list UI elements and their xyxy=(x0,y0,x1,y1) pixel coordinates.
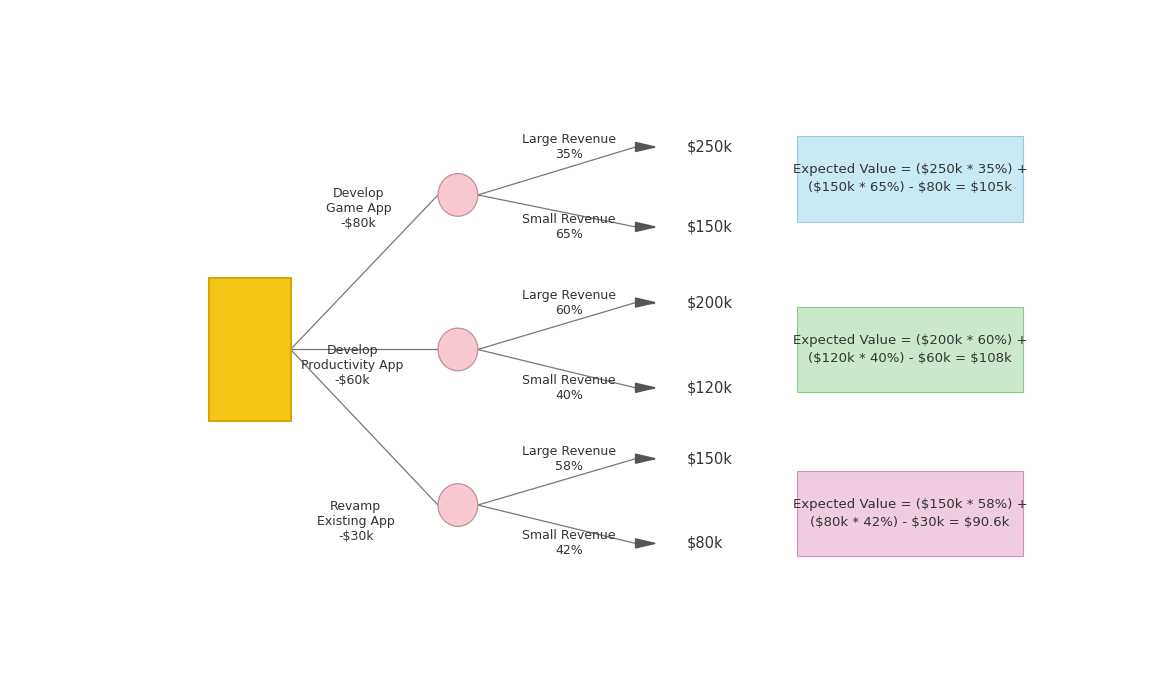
Ellipse shape xyxy=(438,328,477,371)
Polygon shape xyxy=(636,539,655,548)
Text: Expected Value = ($200k * 60%) +
($120k * 40%) - $60k = $108k: Expected Value = ($200k * 60%) + ($120k … xyxy=(792,334,1027,365)
Text: Small Revenue
40%: Small Revenue 40% xyxy=(523,374,616,402)
Ellipse shape xyxy=(438,484,477,527)
FancyBboxPatch shape xyxy=(797,471,1023,556)
FancyBboxPatch shape xyxy=(209,277,291,421)
Text: Expected Value = ($150k * 58%) +
($80k * 42%) - $30k = $90.6k: Expected Value = ($150k * 58%) + ($80k *… xyxy=(792,498,1027,529)
Text: $150k: $150k xyxy=(686,451,733,466)
Text: $120k: $120k xyxy=(686,381,733,395)
Text: Expected Value = ($250k * 35%) +
($150k * 65%) - $80k = $105k: Expected Value = ($250k * 35%) + ($150k … xyxy=(792,163,1027,194)
Text: Large Revenue
60%: Large Revenue 60% xyxy=(522,289,616,316)
Text: Develop
Productivity App
-$60k: Develop Productivity App -$60k xyxy=(301,344,404,387)
Text: $200k: $200k xyxy=(686,295,733,310)
Text: $80k: $80k xyxy=(686,536,724,551)
Text: $150k: $150k xyxy=(686,219,733,235)
Text: Large Revenue
35%: Large Revenue 35% xyxy=(522,133,616,161)
Text: Small Revenue
42%: Small Revenue 42% xyxy=(523,529,616,558)
Polygon shape xyxy=(636,222,655,231)
Polygon shape xyxy=(636,454,655,463)
Text: Develop
Game App
-$80k: Develop Game App -$80k xyxy=(326,187,391,230)
Text: Revamp
Existing App
-$30k: Revamp Existing App -$30k xyxy=(316,500,394,543)
Text: $250k: $250k xyxy=(686,140,733,154)
Polygon shape xyxy=(636,143,655,152)
Text: Small Revenue
65%: Small Revenue 65% xyxy=(523,213,616,241)
Text: Large Revenue
58%: Large Revenue 58% xyxy=(522,445,616,473)
Ellipse shape xyxy=(438,174,477,216)
FancyBboxPatch shape xyxy=(797,136,1023,221)
Polygon shape xyxy=(636,383,655,392)
Polygon shape xyxy=(636,298,655,307)
FancyBboxPatch shape xyxy=(797,307,1023,392)
